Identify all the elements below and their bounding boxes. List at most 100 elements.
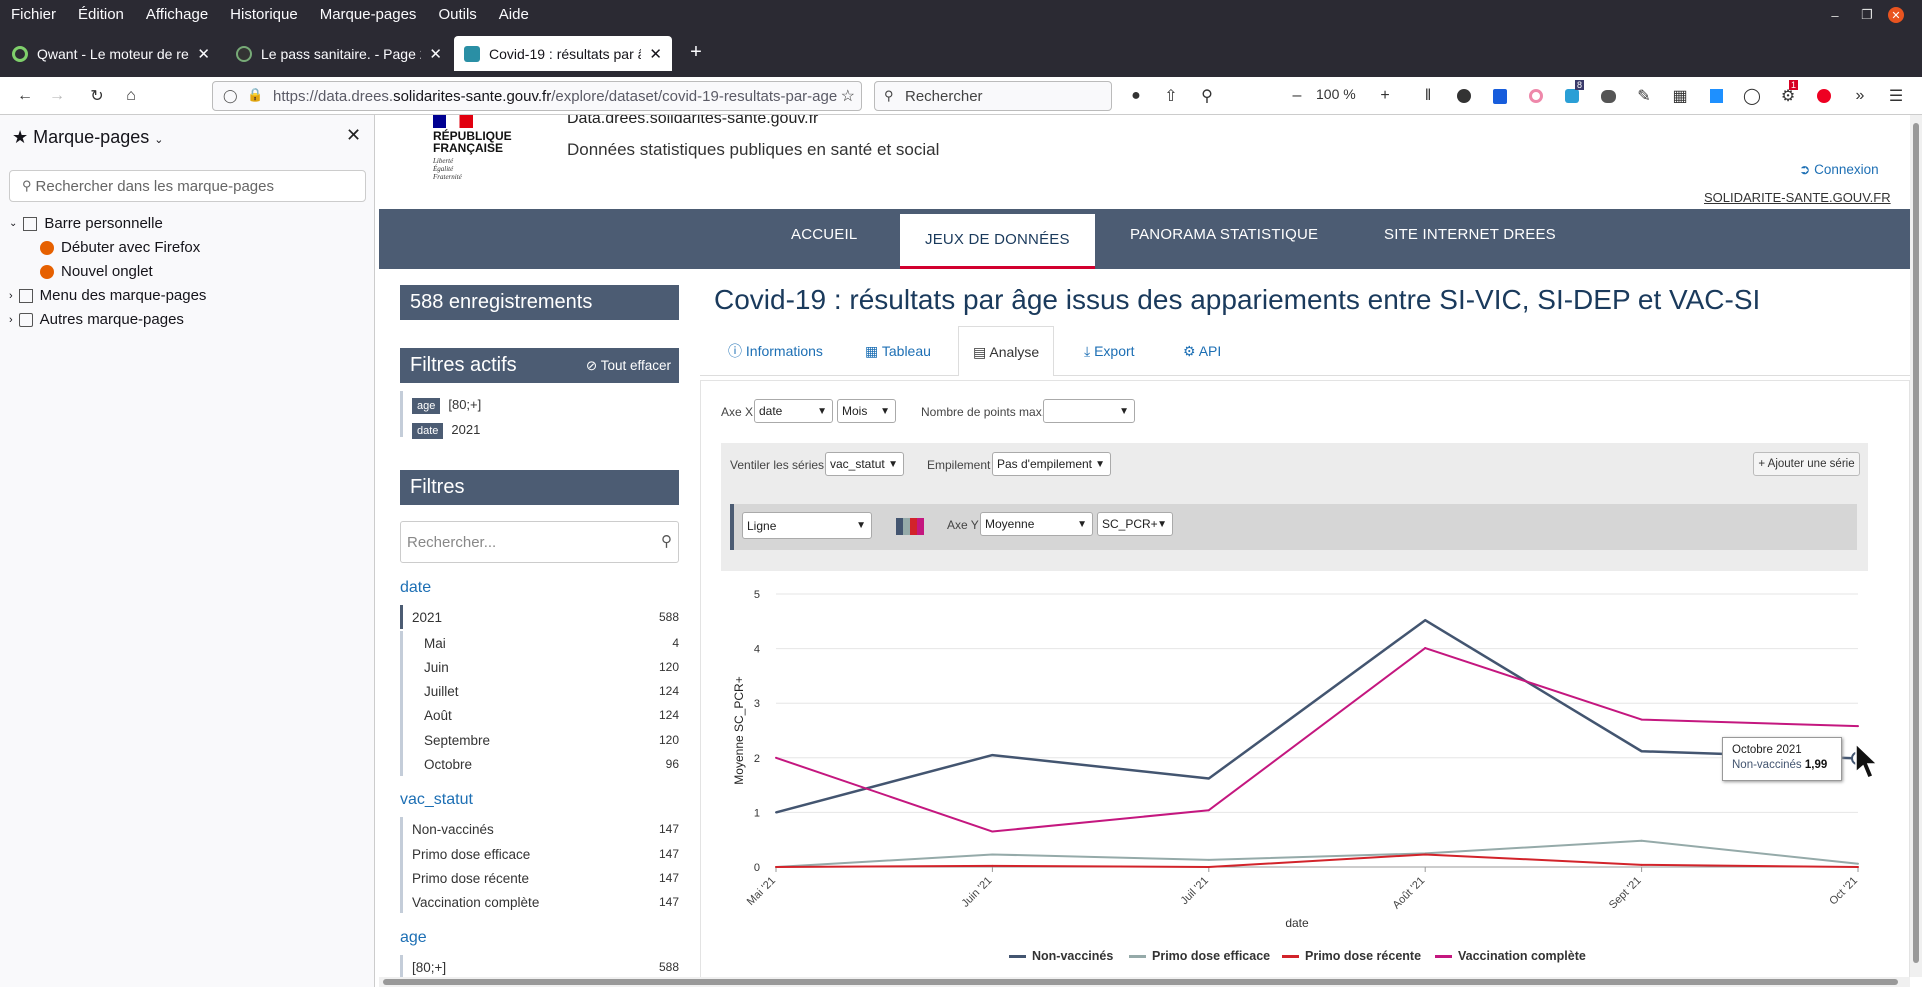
ublock-icon[interactable]	[1811, 84, 1837, 108]
extension-2-icon[interactable]	[1523, 84, 1549, 108]
close-tab-icon[interactable]: ✕	[649, 45, 662, 63]
ventiler-select[interactable]: vac_statut ▼	[825, 452, 904, 476]
facet-month-juillet[interactable]: Juillet 124	[400, 679, 679, 703]
zoom-out-icon[interactable]: –	[1292, 87, 1302, 104]
reload-icon[interactable]: ↻	[90, 88, 104, 105]
facet-month-mai[interactable]: Mai 4	[400, 631, 679, 655]
axe-y-field-select[interactable]: SC_PCR+ ▼	[1097, 512, 1173, 536]
search-bar[interactable]: ⚲ Rechercher	[874, 81, 1112, 111]
nav-jeux-de-donnees[interactable]: JEUX DE DONNÉES	[900, 214, 1095, 269]
new-tab-icon[interactable]: +	[690, 41, 702, 63]
horizontal-scrollbar[interactable]	[379, 977, 1910, 987]
extension-3-icon[interactable]: 8	[1559, 80, 1585, 108]
tab-tableau[interactable]: ▦ Tableau	[851, 326, 945, 376]
nav-panorama[interactable]: PANORAMA STATISTIQUE	[1130, 226, 1319, 243]
pocket-icon[interactable]: ◯	[1743, 88, 1761, 105]
menu-edition[interactable]: Édition	[78, 6, 124, 23]
scroll-thumb[interactable]	[383, 979, 1898, 985]
library-icon[interactable]: ‖	[1424, 87, 1432, 104]
tab-export[interactable]: ⤓ Export	[1070, 326, 1149, 376]
share-icon[interactable]: ⇧	[1164, 88, 1178, 105]
bookmark-debuter[interactable]: Débuter avec Firefox	[40, 239, 200, 256]
axe-y-agg-select[interactable]: Moyenne ▼	[980, 512, 1093, 536]
home-icon[interactable]: ⌂	[126, 87, 136, 104]
menu-fichier[interactable]: Fichier	[11, 6, 57, 23]
extension-5-icon[interactable]: ✎	[1637, 88, 1651, 105]
active-filter-age[interactable]: age [80;+]	[400, 397, 679, 414]
back-icon[interactable]: ←	[17, 87, 33, 104]
tab-informations[interactable]: ⓘ Informations	[714, 326, 837, 376]
extension-6-icon[interactable]: ▦	[1672, 88, 1688, 105]
menu-aide[interactable]: Aide	[498, 6, 529, 23]
close-window-icon[interactable]: ✕	[1888, 7, 1904, 23]
facet-date-2021[interactable]: 2021 588	[400, 605, 679, 629]
facet-age-80[interactable]: [80;+] 588	[400, 955, 679, 977]
close-tab-icon[interactable]: ✕	[197, 45, 210, 63]
legend-non-vaccines[interactable]: Non-vaccinés	[1009, 949, 1113, 963]
axe-x-select[interactable]: date ▼	[754, 399, 833, 423]
bitwarden-icon[interactable]	[1487, 84, 1513, 108]
color-picker[interactable]	[896, 518, 924, 535]
menu-historique[interactable]: Historique	[230, 6, 298, 23]
facet-title-age[interactable]: age	[400, 929, 427, 946]
facet-title-vac-statut[interactable]: vac_statut	[400, 791, 473, 808]
clear-filters-button[interactable]: ⊘ Tout effacer	[586, 348, 671, 383]
lock-icon[interactable]: 🔒	[247, 87, 264, 102]
ministry-link[interactable]: SOLIDARITE-SANTE.GOUV.FR	[1704, 190, 1891, 205]
legend-complete[interactable]: Vaccination complète	[1435, 949, 1586, 963]
empilement-select[interactable]: Pas d'empilement ▼	[992, 452, 1111, 476]
menu-outils[interactable]: Outils	[438, 6, 477, 23]
bookmark-folder-menu[interactable]: › Menu des marque-pages	[9, 287, 206, 304]
facet-month-juin[interactable]: Juin 120	[400, 655, 679, 679]
extension-8-icon[interactable]: ⚙ 1	[1780, 80, 1799, 105]
add-series-button[interactable]: + Ajouter une série	[1753, 452, 1860, 476]
tab-pass-sanitaire[interactable]: Le pass sanitaire. - Page 2 ✕	[226, 36, 452, 71]
bookmark-nouvel-onglet[interactable]: Nouvel onglet	[40, 263, 153, 280]
tab-api[interactable]: ⚙ API	[1169, 326, 1235, 376]
nav-accueil[interactable]: ACCUEIL	[791, 226, 858, 243]
bookmark-star-icon[interactable]: ☆	[836, 86, 855, 106]
filter-search-input[interactable]: Rechercher... ⚲	[400, 521, 679, 563]
facet-vac-primo-efficace[interactable]: Primo dose efficace 147	[400, 842, 679, 866]
active-filter-date[interactable]: date 2021	[400, 422, 679, 439]
facet-vac-non-vaccines[interactable]: Non-vaccinés 147	[400, 817, 679, 841]
chart-type-select[interactable]: Ligne ▼	[742, 512, 872, 539]
sidebar-header[interactable]: ★ Marque-pages ⌄	[12, 127, 163, 148]
menu-marque-pages[interactable]: Marque-pages	[319, 6, 417, 23]
close-tab-icon[interactable]: ✕	[429, 45, 442, 63]
login-link[interactable]: ➲ Connexion	[1799, 162, 1879, 178]
facet-month-aout[interactable]: Août 124	[400, 703, 679, 727]
nav-site-drees[interactable]: SITE INTERNET DREES	[1384, 226, 1556, 243]
extension-1-icon[interactable]	[1451, 84, 1477, 108]
extension-4-icon[interactable]	[1595, 84, 1621, 108]
facet-vac-primo-recente[interactable]: Primo dose récente 147	[400, 866, 679, 890]
search-icon[interactable]: ⚲	[661, 533, 672, 550]
overflow-icon[interactable]: »	[1855, 87, 1865, 104]
tab-covid[interactable]: Covid-19 : résultats par âge ✕	[454, 36, 672, 71]
facet-month-octobre[interactable]: Octobre 96	[400, 752, 679, 776]
facet-title-date[interactable]: date	[400, 579, 432, 596]
facet-month-septembre[interactable]: Septembre 120	[400, 728, 679, 752]
zoom-level[interactable]: 100 %	[1316, 86, 1356, 102]
bookmark-folder-barre[interactable]: ⌄ Barre personnelle	[9, 215, 163, 232]
bookmark-folder-autres[interactable]: › Autres marque-pages	[9, 311, 184, 328]
legend-primo-recente[interactable]: Primo dose récente	[1282, 949, 1421, 963]
facet-vac-complete[interactable]: Vaccination complète 147	[400, 890, 679, 914]
shield-icon[interactable]: ◯	[223, 88, 238, 103]
vertical-scrollbar[interactable]	[1910, 115, 1922, 977]
legend-primo-efficace[interactable]: Primo dose efficace	[1129, 949, 1270, 963]
tracking-icon[interactable]: ●	[1131, 87, 1141, 104]
points-select[interactable]: ▼	[1043, 399, 1135, 423]
minimize-icon[interactable]: –	[1831, 7, 1839, 23]
scroll-thumb[interactable]	[1913, 123, 1919, 963]
tab-analyse[interactable]: ▤ Analyse	[958, 326, 1055, 376]
tab-qwant[interactable]: Qwant - Le moteur de recherche ✕	[2, 36, 220, 71]
site-name[interactable]: Data.drees.solidarites-sante.gouv.fr	[567, 115, 819, 127]
hamburger-menu-icon[interactable]: ☰	[1888, 88, 1904, 105]
menu-affichage[interactable]: Affichage	[145, 6, 209, 23]
forward-icon[interactable]: →	[49, 87, 65, 104]
extension-7-icon[interactable]	[1703, 84, 1729, 108]
restore-icon[interactable]: ❐	[1861, 7, 1873, 22]
url-bar[interactable]: ◯ 🔒 https://data.drees. solidarites-sante…	[212, 81, 862, 111]
zoom-in-icon[interactable]: +	[1380, 87, 1390, 104]
